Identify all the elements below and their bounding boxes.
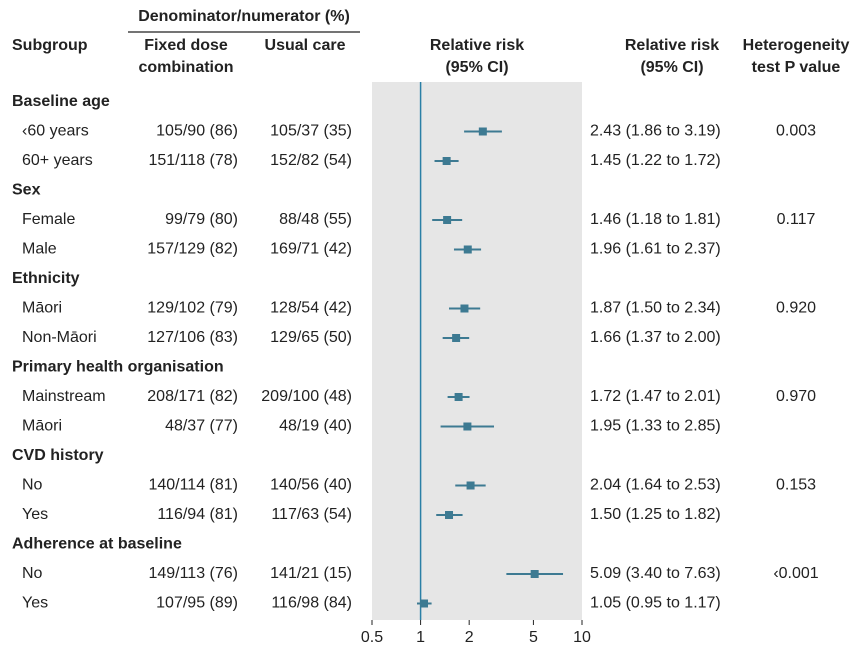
point-estimate (445, 511, 454, 519)
x-tick-label: 1 (416, 629, 425, 646)
point-estimate (454, 393, 463, 401)
group-label: Baseline age (12, 93, 110, 110)
point-estimate (530, 570, 539, 578)
usual-value: 117/63 (54) (271, 506, 352, 523)
rr-label: 1.72 (1.47 to 2.01) (590, 388, 721, 405)
fixed-value: 157/129 (82) (147, 241, 238, 258)
fixed-value: 105/90 (86) (156, 123, 238, 140)
fixed-value: 116/94 (81) (157, 506, 238, 523)
point-estimate (463, 422, 472, 431)
group-header: Denominator/numerator (%) (138, 8, 350, 25)
usual-value: 128/54 (42) (270, 300, 352, 317)
p-value: ‹0.001 (773, 565, 818, 582)
plot-header: (95% CI) (445, 59, 508, 76)
point-estimate (478, 127, 487, 136)
row-label: Māori (22, 418, 62, 435)
row-label: Yes (22, 506, 48, 523)
point-estimate (460, 304, 469, 313)
point-estimate (466, 481, 475, 490)
usual-value: 169/71 (42) (270, 241, 352, 258)
fixed-header: Fixed dose (144, 37, 228, 54)
group-label: Primary health organisation (12, 359, 224, 376)
x-tick-label: 0.5 (361, 629, 383, 646)
rr-label: 1.87 (1.50 to 2.34) (590, 300, 721, 317)
usual-header: Usual care (265, 37, 346, 54)
usual-value: 116/98 (84) (271, 595, 352, 612)
row-label: Male (22, 241, 57, 258)
fixed-value: 208/171 (82) (147, 388, 238, 405)
rr-label: 2.04 (1.64 to 2.53) (590, 477, 721, 494)
fixed-value: 107/95 (89) (156, 595, 238, 612)
p-value: 0.117 (777, 211, 816, 228)
p-value: 0.920 (776, 300, 816, 317)
group-label: Sex (12, 182, 41, 199)
usual-value: 88/48 (55) (279, 211, 352, 228)
row-label: Non-Māori (22, 329, 97, 346)
rr-label: 2.43 (1.86 to 3.19) (590, 123, 721, 140)
row-label: Yes (22, 595, 48, 612)
fixed-value: 129/102 (79) (147, 300, 238, 317)
row-label: ‹60 years (22, 123, 89, 140)
fixed-value: 48/37 (77) (165, 418, 238, 435)
rr-label: 1.96 (1.61 to 2.37) (590, 241, 721, 258)
plot-area (372, 82, 582, 620)
point-estimate (443, 216, 452, 224)
p-header: Heterogeneity (743, 37, 850, 54)
usual-value: 209/100 (48) (261, 388, 352, 405)
fixed-value: 140/114 (81) (148, 477, 238, 494)
rr-label: 1.45 (1.22 to 1.72) (590, 152, 721, 169)
row-label: Mainstream (22, 388, 106, 405)
point-estimate (420, 599, 429, 608)
group-label: CVD history (12, 447, 104, 464)
rr-label: 1.66 (1.37 to 2.00) (590, 329, 721, 346)
fixed-value: 99/79 (80) (165, 211, 238, 228)
row-label: No (22, 477, 43, 494)
p-value: 0.153 (776, 477, 816, 494)
row-label: 60+ years (22, 152, 93, 169)
rr-label: 1.95 (1.33 to 2.85) (590, 418, 721, 435)
point-estimate (452, 334, 461, 342)
usual-value: 105/37 (35) (270, 123, 352, 140)
rr-header: (95% CI) (640, 59, 703, 76)
usual-value: 48/19 (40) (279, 418, 352, 435)
subgroup-header: Subgroup (12, 37, 88, 54)
p-header: test P value (752, 59, 841, 76)
fixed-value: 127/106 (83) (147, 329, 238, 346)
usual-value: 140/56 (40) (270, 477, 352, 494)
usual-value: 152/82 (54) (270, 152, 352, 169)
rr-header: Relative risk (625, 37, 719, 54)
p-value: 0.970 (776, 388, 816, 405)
plot-header: Relative risk (430, 37, 524, 54)
x-tick-label: 2 (465, 629, 474, 646)
rr-label: 1.46 (1.18 to 1.81) (590, 211, 721, 228)
rr-label: 5.09 (3.40 to 7.63) (590, 565, 721, 582)
usual-value: 141/21 (15) (270, 565, 352, 582)
row-label: Female (22, 211, 75, 228)
rr-label: 1.05 (0.95 to 1.17) (590, 595, 721, 612)
point-estimate (442, 157, 451, 165)
fixed-header: combination (138, 59, 233, 76)
usual-value: 129/65 (50) (270, 329, 352, 346)
point-estimate (463, 245, 472, 254)
group-label: Ethnicity (12, 270, 80, 287)
row-label: Māori (22, 300, 62, 317)
row-label: No (22, 565, 43, 582)
x-tick-label: 5 (529, 629, 538, 646)
p-value: 0.003 (776, 123, 816, 140)
fixed-value: 151/118 (78) (148, 152, 238, 169)
rr-label: 1.50 (1.25 to 1.82) (590, 506, 721, 523)
x-tick-label: 10 (573, 629, 591, 646)
group-label: Adherence at baseline (12, 536, 182, 553)
fixed-value: 149/113 (76) (148, 565, 238, 582)
